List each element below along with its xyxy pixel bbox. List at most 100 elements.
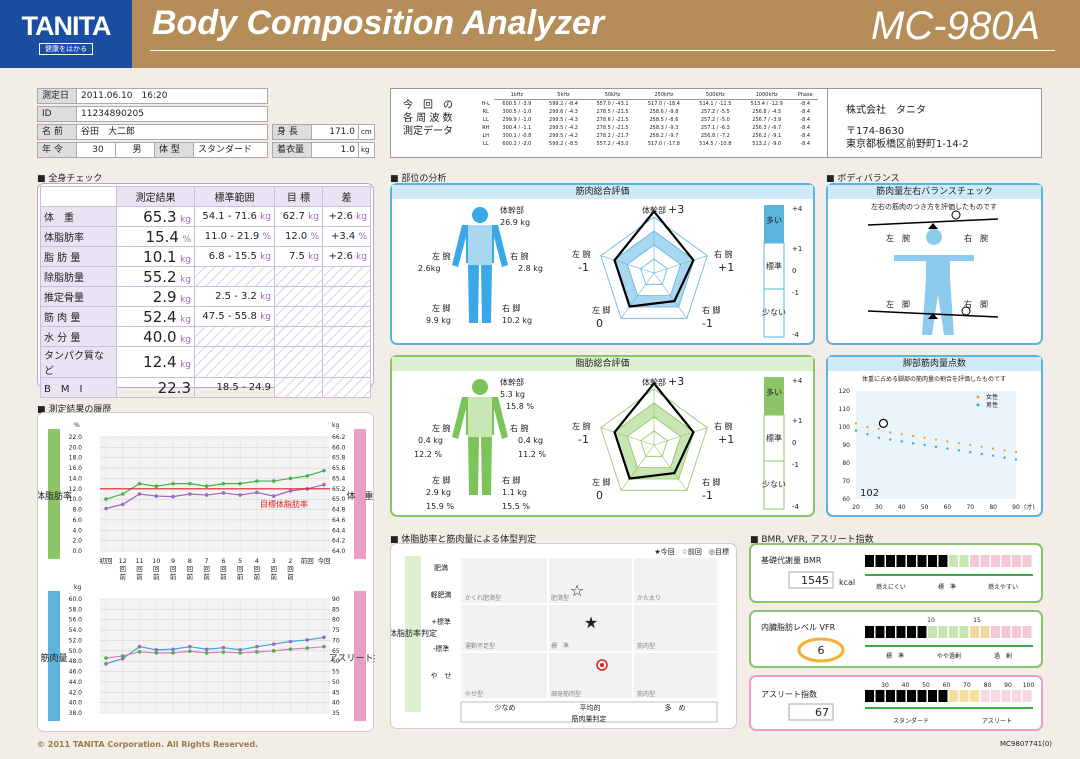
measured-value: 65.3 [143,207,177,226]
radar-ring [600,216,708,319]
whole-row-label: 体 重 [40,206,117,227]
scale-label: スタンダード [893,717,929,725]
freq-cell: RH [482,125,490,131]
freq-cell: -8.4 [800,101,811,107]
tick-label: 80 [989,504,997,511]
tick-label: 60.0 [69,596,83,603]
athlete-panel: アスリート指数 67 30 40 50 60 70 80 90 100 スタンダード アスリート [749,675,1043,731]
tick-label: 100 [1023,682,1035,689]
unit: kg [180,334,191,345]
freq-cell: -8.4 [800,109,811,115]
athlete-value: 67 [815,706,829,719]
balance-panel: 筋肉量左右バランスチェック 左右の筋肉のつき方を評価したものです左 腕右 腕左 … [826,183,1043,345]
freq-cell: 256.7 / -3.9 [752,117,782,123]
unit: kg [260,292,271,302]
target-value: 62.7 [282,211,305,222]
whole-row: 筋 肉 量 52.4 kg 47.5 - 55.8 kg [40,306,371,327]
tick-label: 40 [902,682,910,689]
x-axis-band [460,701,718,723]
fat-chart: 体幹部 5.3 kg 15.8 % 左 腕 0.4 kg 12.2 % 右 腕 0.4 kg 1… [414,375,803,511]
series-a-point [305,638,310,642]
tick-label: 0.0 [72,548,82,555]
matrix-cell-label: かくれ肥満型 [465,594,501,602]
balance-section: ■ ボディバランス [826,174,900,184]
freq-cell: -8.4 [800,133,811,139]
unit: kg [260,252,271,262]
radar-label: 左 腕 [572,249,591,259]
gauge-segment [865,690,874,702]
unit: kg [260,212,271,222]
vfr-label: 内臓脂肪レベル VFR [761,622,836,632]
series-a-line [105,484,325,510]
head [926,229,942,245]
part-label: 体幹部 [500,205,524,215]
part-label: 右 脚 [502,303,521,313]
freq-cell: 258.5 / -8.6 [649,117,679,123]
x-label: 前 [254,572,261,581]
radar-axis [653,427,708,446]
leg-sub: 体重に占める脚部の筋肉量の割合を評価したものです [862,375,1006,383]
tick-label: 30 [875,504,883,511]
scale-label: 標 準 [886,652,904,660]
leg-point [889,438,892,441]
measured-value: 15.4 [145,227,179,246]
tick-label: 50 [921,504,929,511]
tick-label: 2.0 [72,538,82,545]
gauge-segment [896,555,906,567]
x-label: 今回 [318,556,331,565]
tick-label: 52.0 [69,637,83,644]
series-a-point [154,647,159,652]
leg-point [991,447,995,450]
leg-point [900,433,903,436]
leg-point [1014,451,1018,454]
series-a-point [204,647,209,652]
target-marker [596,659,608,671]
gauge-segment [917,555,927,567]
tick-label: 46.0 [69,669,83,676]
standard-range: 6.8 - 15.5 [208,251,257,262]
series-b-point [322,644,326,649]
gauge-segment [938,555,948,567]
unit: kg [308,212,319,222]
series-a-point [204,493,209,497]
radar-score-label: -1 [578,261,589,274]
x-label: 前 [153,572,160,581]
body [894,255,974,335]
radar-axis [620,444,655,491]
freq-cell: 300.4 / -1.1 [502,125,532,131]
series-b-point [255,479,259,483]
unit: kg [260,312,271,322]
radar-score [613,381,695,480]
part-percent: 15.9 % [426,502,454,511]
unit: kg [180,254,191,265]
series-b-point [120,654,125,658]
whole-body-panel: 測定結果 標準範囲目 標差体 重 65.3 kg 54.1 - 71.6 kg 62.7… [37,183,374,398]
unit: kg [180,294,191,305]
scale-label: やや過剰 [937,652,961,660]
series-b-point [238,481,242,486]
freq-cell: 517.0 / -18.4 [647,101,680,107]
legend-label: 女性 [986,393,998,401]
freq-cell: 299.5 / -4.3 [549,117,578,123]
tick-label: 48.0 [69,658,83,665]
target-value: 12.0 [284,231,308,242]
radar-label: 右 腕 [714,421,733,431]
freq-col: 500kHz [689,91,742,100]
tick-label: 16.0 [69,465,83,472]
leg-point [934,438,938,441]
x-label: 前 [120,572,127,581]
gauge-segment [1012,690,1021,702]
whole-row: 脂 肪 量 10.1 kg 6.8 - 15.5 kg 7.5 kg +2.6 kg [40,246,371,267]
gauge-segment [1001,555,1011,567]
tick-label: 42.0 [69,689,83,696]
balance-label: 左 脚 [886,299,910,309]
freq-col: 50kHz [586,91,639,100]
legend-label: 男性 [986,401,998,409]
freq-cell: 599.2 / -8.4 [549,101,578,107]
matrix-cell-label: かた太り [637,594,661,602]
gauge-segment [875,690,885,702]
freq-cell: 256.8 / -4.5 [752,109,782,115]
x-label: 前 [170,572,177,581]
balance-marker [951,210,961,220]
tick-label: 15 [973,617,981,624]
